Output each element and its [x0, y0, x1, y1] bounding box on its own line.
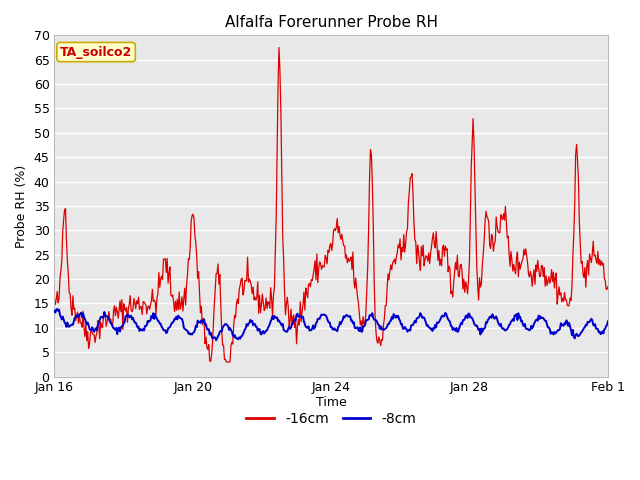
Y-axis label: Probe RH (%): Probe RH (%) [15, 164, 28, 248]
Title: Alfalfa Forerunner Probe RH: Alfalfa Forerunner Probe RH [225, 15, 438, 30]
Legend: -16cm, -8cm: -16cm, -8cm [241, 406, 422, 431]
Text: TA_soilco2: TA_soilco2 [60, 46, 132, 59]
X-axis label: Time: Time [316, 396, 347, 409]
